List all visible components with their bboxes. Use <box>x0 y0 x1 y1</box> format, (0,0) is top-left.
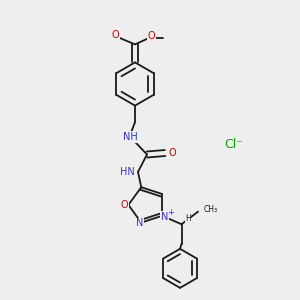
Text: NH: NH <box>123 132 138 142</box>
Text: H: H <box>185 214 191 223</box>
Text: +: + <box>168 208 175 217</box>
Text: O: O <box>169 148 176 158</box>
Text: N: N <box>136 218 143 229</box>
Text: O: O <box>112 30 120 40</box>
Text: O: O <box>121 200 129 210</box>
Text: O: O <box>148 31 156 41</box>
Text: CH₃: CH₃ <box>203 205 218 214</box>
Text: Cl⁻: Cl⁻ <box>225 137 243 151</box>
Text: N: N <box>161 212 168 222</box>
Text: HN: HN <box>120 167 135 177</box>
